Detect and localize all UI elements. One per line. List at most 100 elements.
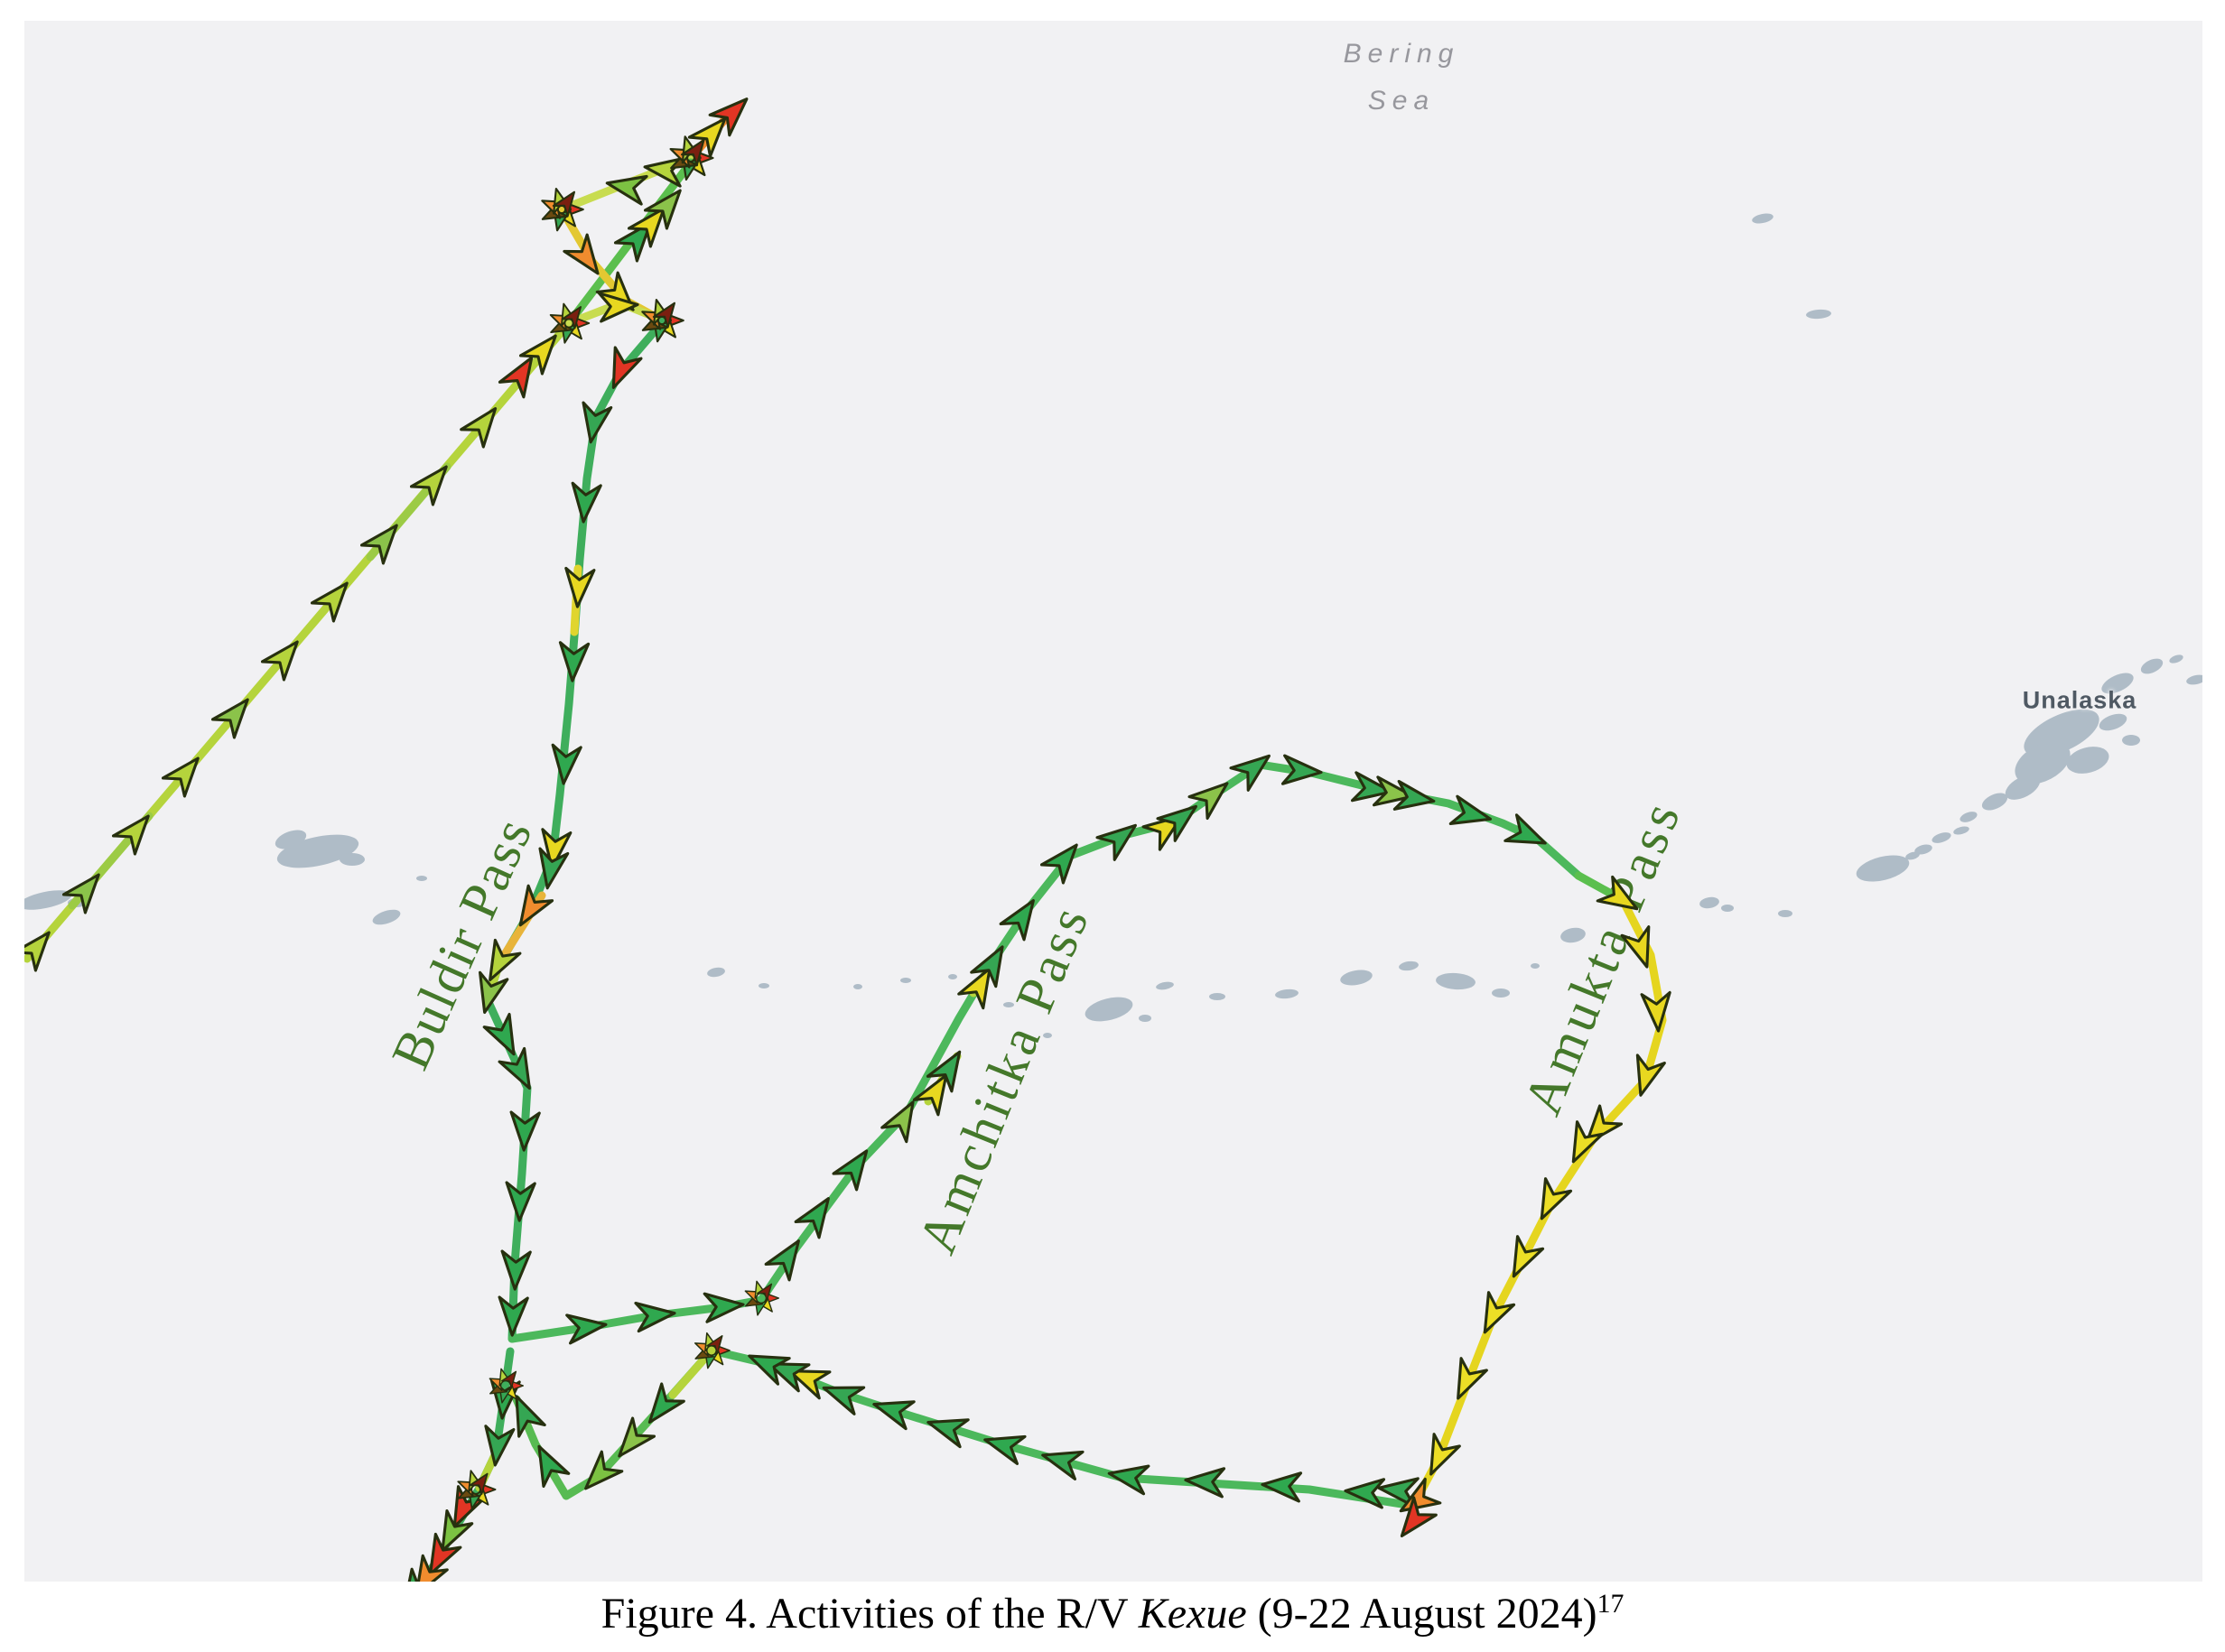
track-arrow (359, 524, 398, 565)
island (1960, 812, 1978, 822)
track-graphics (24, 97, 2202, 1582)
island (900, 978, 911, 983)
track-arrow (872, 1400, 916, 1431)
track-arrow (643, 189, 682, 230)
track-arrow (1261, 1471, 1303, 1503)
track-leg-buldir-south (483, 316, 668, 1343)
track-leg-north-arc (1255, 760, 1583, 880)
track-arrow (1229, 754, 1271, 792)
place-label-unalaska: Unalaska (2022, 686, 2137, 714)
track-arrow (1039, 843, 1078, 885)
sea-label-bering: Bering Sea (1344, 31, 1460, 125)
track-arrow (558, 641, 591, 682)
cluster-arrow (756, 1283, 773, 1302)
island (1209, 993, 1225, 1000)
arrow-cluster (541, 187, 584, 232)
sea-label-line2: Sea (1367, 86, 1436, 116)
arrow-cluster (694, 1332, 731, 1369)
cluster-arrow (652, 302, 676, 329)
island (1953, 826, 1969, 835)
arrow-cluster (489, 1368, 525, 1404)
island (2140, 658, 2164, 674)
track-arrow (210, 698, 249, 739)
track-arrow (605, 174, 648, 206)
track-arrow (634, 1301, 676, 1333)
track-arrow (509, 1110, 541, 1152)
island (853, 984, 862, 989)
track-arrow (787, 1369, 832, 1400)
cluster-arrow (469, 1472, 489, 1495)
island (707, 967, 725, 978)
track-arrow (571, 481, 602, 524)
cluster-arrow (500, 1370, 517, 1389)
track-arrow (1041, 1450, 1085, 1480)
track-arrow (498, 1295, 529, 1337)
track-arrow (538, 847, 570, 890)
arrow-cluster (457, 1470, 497, 1509)
track-arrow (551, 743, 582, 785)
track-arrow (161, 756, 200, 798)
track-arrow (484, 1425, 516, 1467)
island (1721, 905, 1734, 912)
track-arrow (479, 970, 509, 1015)
island (275, 830, 307, 849)
track-arrow (414, 1554, 449, 1582)
track-arrow (912, 1073, 948, 1117)
island (1699, 896, 1719, 909)
track-arrow (584, 1450, 624, 1490)
track-arrow (1399, 1477, 1442, 1513)
track-arrow (1350, 771, 1393, 803)
vessel-name: Kexue (1138, 1590, 1247, 1638)
track-arrow (1372, 775, 1415, 807)
track-arrow (500, 1249, 532, 1291)
track-arrow (489, 938, 522, 982)
track-arrow (1187, 782, 1229, 821)
island (1399, 961, 1419, 971)
track-arrow (582, 401, 613, 444)
island (948, 974, 957, 979)
track-arrow (703, 1292, 745, 1323)
track-arrow (1448, 794, 1493, 825)
track-arrow (482, 1012, 516, 1056)
track-arrow (1483, 1291, 1516, 1334)
island (1806, 309, 1831, 320)
track-arrow (498, 1046, 531, 1091)
cluster-arrow (552, 190, 576, 218)
island (1531, 963, 1540, 969)
track-arrow (402, 1567, 438, 1582)
track-arrow (260, 640, 299, 682)
island (1560, 927, 1586, 943)
track-arrow (429, 1532, 462, 1576)
island (2122, 735, 2140, 746)
cluster-arrow (681, 139, 705, 167)
track-arrow (409, 465, 448, 506)
island (1436, 972, 1476, 990)
track-arrow (1392, 779, 1436, 811)
track-arrow (597, 292, 639, 323)
track-arrow (687, 117, 727, 158)
track-arrow (1571, 1120, 1605, 1164)
arrow-cluster (641, 298, 684, 343)
track-arrow (515, 1395, 546, 1438)
track-arrow (1540, 1177, 1573, 1220)
island (1340, 970, 1373, 986)
track-arrow (24, 931, 51, 972)
track-arrow (1280, 754, 1323, 785)
island (24, 890, 72, 910)
island (1043, 1033, 1052, 1038)
sea-label-line1: Bering (1343, 39, 1460, 69)
track-arrow (983, 1434, 1027, 1465)
track-arrow (441, 1508, 474, 1553)
track-arrow (1184, 1467, 1226, 1499)
track-arrow (613, 221, 652, 263)
track-arrow (970, 945, 1004, 988)
track-leg-amukta-south (1409, 896, 1667, 1510)
track-arrow (537, 1444, 571, 1489)
track-arrow (794, 1197, 830, 1239)
island (340, 853, 365, 866)
caption-suffix: (9-22 August 2024) (1246, 1590, 1597, 1638)
footnote-marker: 17 (1597, 1589, 1625, 1619)
track-arrow (957, 967, 991, 1010)
track-arrow (1400, 1496, 1438, 1537)
